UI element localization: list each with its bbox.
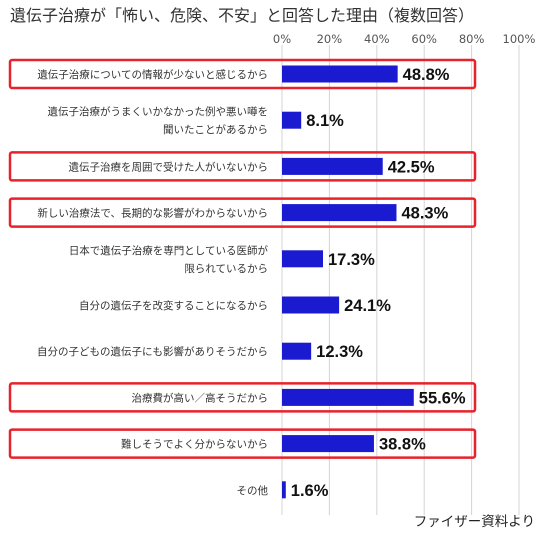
bars: 48.8% 遺伝子治療についての情報が少ないと感じるから 8.1% 遺伝子治療がうまく… [37,65,466,500]
source-note: ファイザー資料より [414,514,535,530]
bar-value-label: 17.3% [328,251,375,269]
category-label: 聞いたことがあるから [163,123,268,136]
bar-value-label: 24.1% [344,297,391,315]
bar-value-label: 1.6% [291,482,329,500]
bar [282,204,397,222]
category-label: 限られているから [184,263,268,275]
bar [282,388,414,406]
highlight-box [8,197,477,228]
bar [282,481,286,499]
category-label: 自分の遺伝子を改変することになるから [79,299,268,312]
bar-value-label: 55.6% [419,389,466,407]
category-label: その他 [237,484,269,497]
bar-value-label: 38.8% [379,436,426,454]
highlight-box [8,428,477,459]
category-label: 難しそうでよく分からないから [121,438,268,451]
bar [282,250,324,268]
bar [282,157,383,175]
bar [282,342,312,360]
category-label: 自分の子どもの遺伝子にも影響がありそうだから [37,345,268,358]
bar [282,65,398,83]
highlight-boxes [8,58,477,459]
category-label: 遺伝子治療についての情報が少ないと感じるから [37,68,268,81]
bar [282,111,302,129]
x-tick-label: 80% [459,32,485,46]
x-tick-label: 100% [503,32,536,46]
category-label: 治療費が高い／高そうだから [132,391,269,404]
highlight-box [8,58,477,90]
category-label: 遺伝子治療がうまくいかなかった例や悪い噂を [48,105,269,118]
x-tick-label: 60% [411,32,437,46]
bar [282,296,340,314]
category-label: 遺伝子治療を周囲で受けた人がいないから [69,160,269,173]
bar-value-label: 48.8% [403,66,450,84]
highlight-box [8,382,477,413]
bar [282,435,374,453]
chart-title: 遺伝子治療が「怖い、危険、不安」と回答した理由（複数回答） [10,6,474,25]
highlight-box [8,151,477,182]
bar-value-label: 42.5% [388,158,435,176]
x-tick-label: 40% [364,32,390,46]
category-label: 日本で遺伝子治療を専門としている医師が [69,244,269,257]
x-tick-label: 20% [317,32,343,46]
x-axis-ticks: 0% 20% 40% 60% 80% 100% [273,32,536,46]
bar-value-label: 8.1% [306,112,344,130]
category-label: 新しい治療法で、長期的な影響がわからないから [37,207,268,220]
bar-value-label: 48.3% [401,205,448,223]
x-tick-label: 0% [273,32,291,46]
bar-value-label: 12.3% [316,343,363,361]
